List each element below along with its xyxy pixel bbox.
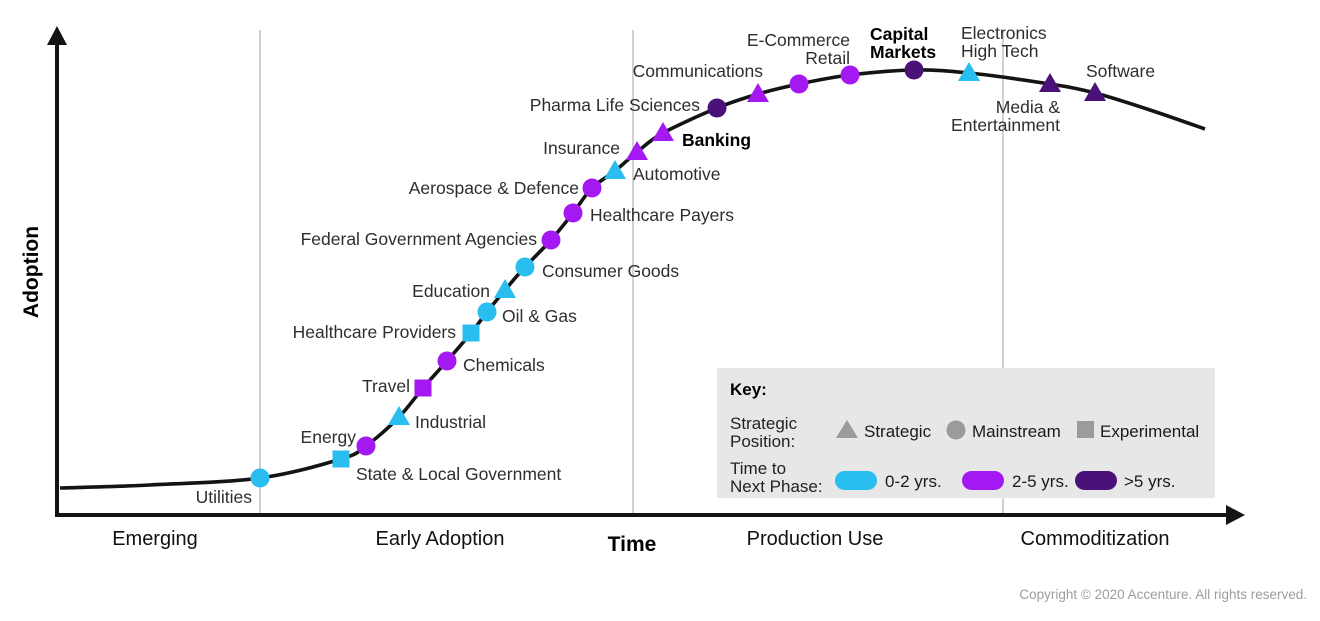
industry-label-banking: Banking <box>682 130 751 150</box>
industry-marker-retail <box>840 65 860 85</box>
time-pill-gt5yrs <box>1075 471 1117 490</box>
industry-label-energy: Energy <box>301 427 357 447</box>
key-item-2-5yrs: 2-5 yrs. <box>1012 472 1069 491</box>
phase-labels: Emerging Early Adoption Production Use Comm… <box>112 528 1169 550</box>
industry-label-aerospace-defence: Aerospace & Defence <box>409 178 579 198</box>
key-legend: Key: Strategic Position: Strategic Mains… <box>717 368 1215 498</box>
industry-label-pharma-life-sciences: Pharma Life Sciences <box>530 95 700 115</box>
key-item-gt5yrs: >5 yrs. <box>1124 472 1176 491</box>
industry-label-retail: Retail <box>805 48 850 68</box>
industry-marker-utilities <box>250 468 270 488</box>
industry-label-federal-government-agencies: Federal Government Agencies <box>301 229 538 249</box>
industry-marker-travel <box>414 379 432 397</box>
industry-marker-aerospace-defence <box>582 178 602 198</box>
industry-label-automotive: Automotive <box>633 164 721 184</box>
industry-marker-oil-gas <box>477 302 497 322</box>
key-time-row-label-line1: Time to <box>730 459 786 478</box>
time-pill-0-2yrs <box>835 471 877 490</box>
phase-label-early-adoption: Early Adoption <box>376 528 505 550</box>
industry-label-electronics-high-tech: Electronics High Tech <box>961 23 1047 61</box>
industry-label-software: Software <box>1086 61 1155 81</box>
industry-label-travel: Travel <box>362 376 410 396</box>
industry-marker-banking <box>652 122 674 141</box>
key-title: Key: <box>730 380 767 399</box>
industry-points: Utilities State & Local Government Energy I… <box>196 23 1155 507</box>
phase-label-commoditization: Commoditization <box>1021 528 1170 550</box>
phase-label-emerging: Emerging <box>112 528 198 550</box>
key-strategic-row-label-line1: Strategic <box>730 414 798 433</box>
industry-marker-federal-government-agencies <box>541 230 561 250</box>
industry-label-utilities: Utilities <box>196 487 253 507</box>
industry-marker-media-entertainment <box>1039 73 1061 92</box>
y-axis-title: Adoption <box>20 226 43 318</box>
x-axis-title: Time <box>608 533 657 556</box>
industry-label-industrial: Industrial <box>415 412 486 432</box>
industry-marker-capital-markets <box>904 60 924 80</box>
mainstream-circle-icon <box>946 420 966 440</box>
industry-marker-energy <box>356 436 376 456</box>
x-axis-arrow-icon <box>1226 505 1245 525</box>
industry-label-chemicals: Chemicals <box>463 355 545 375</box>
industry-label-healthcare-providers: Healthcare Providers <box>293 322 457 342</box>
key-item-0-2yrs: 0-2 yrs. <box>885 472 942 491</box>
industry-marker-software <box>1084 82 1106 101</box>
industry-marker-healthcare-payers <box>563 203 583 223</box>
industry-label-media-entertainment: Media & Entertainment <box>951 97 1060 135</box>
industry-marker-state-local-government <box>332 450 350 468</box>
key-item-strategic: Strategic <box>864 422 932 441</box>
key-item-mainstream: Mainstream <box>972 422 1061 441</box>
industry-marker-insurance <box>626 141 648 160</box>
industry-label-consumer-goods: Consumer Goods <box>542 261 679 281</box>
industry-marker-automotive <box>604 160 626 179</box>
industry-marker-chemicals <box>437 351 457 371</box>
industry-label-insurance: Insurance <box>543 138 620 158</box>
industry-label-oil-gas: Oil & Gas <box>502 306 577 326</box>
industry-marker-healthcare-providers <box>462 324 480 342</box>
strategic-triangle-icon <box>836 420 858 438</box>
y-axis-arrow-icon <box>47 26 67 45</box>
experimental-square-icon <box>1077 421 1094 438</box>
industry-marker-education <box>494 279 516 298</box>
key-strategic-row-label-line2: Position: <box>730 432 795 451</box>
copyright-text: Copyright © 2020 Accenture. All rights r… <box>1019 587 1307 602</box>
industry-label-e-commerce: E-Commerce <box>747 30 850 50</box>
industry-marker-communications <box>747 83 769 102</box>
industry-marker-pharma-life-sciences <box>707 98 727 118</box>
industry-marker-electronics-high-tech <box>958 62 980 81</box>
industry-marker-e-commerce <box>789 74 809 94</box>
key-time-row-label-line2: Next Phase: <box>730 477 823 496</box>
industry-label-education: Education <box>412 281 490 301</box>
key-item-experimental: Experimental <box>1100 422 1199 441</box>
industry-label-capital-markets: Capital Markets <box>870 24 936 62</box>
phase-label-production-use: Production Use <box>747 528 884 550</box>
industry-marker-consumer-goods <box>515 257 535 277</box>
axes: Adoption <box>20 26 1245 525</box>
industry-label-state-local-government: State & Local Government <box>356 464 561 484</box>
industry-label-healthcare-payers: Healthcare Payers <box>590 205 734 225</box>
industry-label-communications: Communications <box>633 61 764 81</box>
industry-marker-industrial <box>388 406 410 425</box>
time-pill-2-5yrs <box>962 471 1004 490</box>
